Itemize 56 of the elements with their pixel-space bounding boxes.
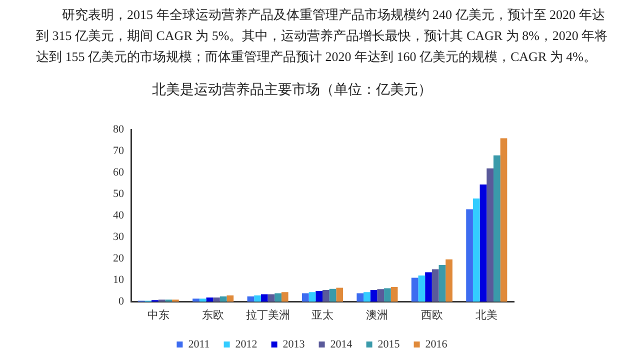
bar	[377, 289, 384, 302]
bar	[220, 296, 227, 302]
bar	[425, 272, 432, 302]
bar	[316, 291, 322, 302]
bar	[336, 288, 344, 302]
x-tick-label: 西欧	[420, 309, 443, 322]
legend-label: 2013	[282, 338, 306, 350]
bar	[446, 259, 452, 302]
bar	[329, 288, 336, 302]
y-tick-label: 70	[113, 145, 124, 158]
bar	[472, 198, 480, 302]
bar	[254, 295, 261, 302]
legend-label: 2016	[425, 338, 448, 350]
bar	[466, 209, 473, 302]
bar	[432, 269, 439, 302]
bar	[500, 138, 508, 302]
y-tick-label: 10	[113, 274, 124, 286]
bar	[370, 290, 378, 302]
bar	[418, 276, 426, 302]
legend-label: 2015	[378, 338, 400, 350]
bar	[302, 293, 309, 302]
bar	[438, 264, 446, 302]
x-tick-label: 澳洲	[366, 308, 388, 322]
x-tick-label: 亚太	[312, 308, 334, 322]
bar	[206, 297, 214, 302]
x-tick-label: 北美	[476, 308, 498, 322]
y-tick-label: 0	[118, 296, 124, 308]
chart-title: 北美是运动营养品主要市场（单位：亿美元）	[151, 81, 433, 99]
bar	[192, 298, 200, 302]
bar	[356, 293, 364, 302]
bar	[260, 294, 268, 302]
y-tick-label: 30	[113, 231, 124, 244]
bar	[364, 292, 370, 302]
bar	[281, 292, 288, 302]
y-tick-label: 40	[113, 210, 124, 222]
y-tick-label: 80	[113, 123, 124, 136]
bar	[384, 288, 391, 302]
bar	[322, 290, 330, 302]
x-tick-label: 东欧	[202, 308, 224, 322]
bar	[480, 184, 487, 302]
legend-label: 2011	[188, 338, 210, 350]
y-tick-label: 20	[113, 252, 124, 265]
y-tick-label: 50	[113, 188, 124, 200]
x-tick-label: 拉丁美洲	[246, 308, 290, 322]
legend-label: 2014	[330, 338, 353, 350]
x-tick-label: 中东	[147, 308, 170, 322]
bar	[274, 293, 282, 302]
y-tick-label: 60	[113, 166, 124, 179]
bar	[486, 168, 494, 302]
text: 研究表明，2015 年全球运动营养产品及体重管理产品市场规模约 240 亿美元，预计至 2020 年达到 315 亿美元，期间 CAGR 为 5%。其中，运动营养产品增长最快，预计其 CAGR 为 8%，2020 年将达到 155 亿美元的市场规模；而体重管理产品预计 2020 年达到 160 亿美元的规模，CAGR 为 4%。	[36, 6, 609, 66]
legend-label: 2012	[235, 338, 258, 350]
bar	[213, 297, 220, 302]
bar	[493, 155, 500, 302]
bar	[411, 278, 418, 302]
bar	[390, 286, 398, 302]
bar	[308, 292, 316, 302]
